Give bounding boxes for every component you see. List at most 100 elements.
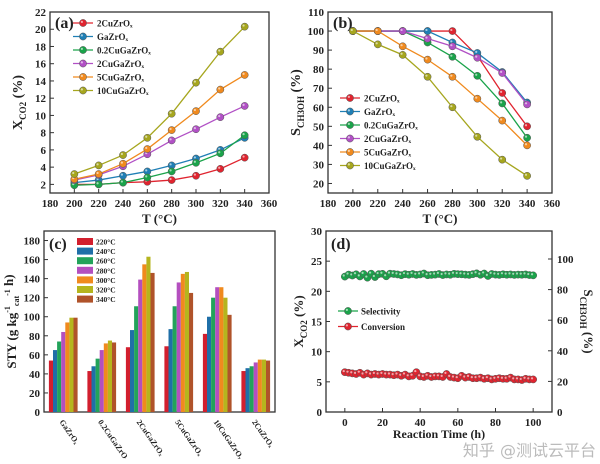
data-point-highlight [400,52,403,55]
y-axis-label-right: SCH3OH (%) [578,289,596,353]
bar [180,273,185,412]
bar [215,287,220,412]
label-sub: CO2 [18,101,28,120]
bar [184,271,189,412]
data-point-highlight [450,28,453,32]
data-point [448,103,457,112]
y-tick-label: 10 [35,110,47,122]
legend-label: 2CuGaZrOₓ [97,59,145,69]
series-5 [74,26,246,175]
data-point-highlight [357,370,360,373]
data-point-highlight [466,272,470,275]
label-suffix: (%) [289,69,304,96]
data-point-highlight [425,57,428,60]
data-point-highlight [169,169,172,172]
legend-label: 5CuGaZrOₓ [364,148,412,158]
y-tick-label: 0 [35,407,41,419]
bar [53,350,58,412]
data-point [523,122,531,131]
data-point-highlight [504,272,507,275]
label-sub: CH3OH [296,96,306,128]
bar [91,366,96,412]
y-tick-label: 10 [311,347,323,359]
data-point-highlight [400,28,403,32]
data-point-highlight [500,101,503,104]
data-point-highlight [425,273,428,276]
bar [65,322,70,412]
data-point-highlight [450,40,453,43]
legend-swatch [77,286,93,293]
data-point-highlight [519,272,522,275]
y-tick-label: 120 [24,293,41,305]
data-point-highlight [475,55,478,58]
data-point-highlight [218,147,221,150]
legend-marker-highlight [80,61,83,64]
data-point-highlight [400,44,403,47]
legend-marker [79,73,87,81]
legend-item: 240°C [77,247,116,256]
x-tick-label: 340 [236,198,253,210]
x-tick-label: 240 [115,198,132,210]
legend-marker [346,107,354,116]
legend-item: 280°C [77,266,116,275]
data-point [473,132,482,141]
data-point [216,85,225,94]
data-point [473,94,482,103]
y-tick-label: 14 [35,76,47,88]
data-point-highlight [459,373,462,376]
data-point [398,42,407,51]
y-axis-label-left: XCO2 (%) [291,295,309,347]
legend-marker [344,322,352,331]
legend-marker [79,59,87,68]
data-point [398,51,407,59]
legend-marker-highlight [80,88,83,91]
data-point-highlight [402,271,406,275]
data-point-highlight [384,372,387,375]
bar [99,350,104,412]
x-tick-label: 5CuGaZrOₓ [173,418,205,458]
data-point-highlight [193,160,196,163]
data-point [529,375,538,384]
x-tick-label: 280 [163,198,180,210]
data-point-highlight [218,151,221,154]
bar [202,333,207,412]
data-point-highlight [429,374,432,378]
bar [130,330,135,412]
bar [138,279,143,412]
legend-item: 320°C [77,286,116,295]
legend-label: 240°C [96,247,116,256]
data-point-highlight [436,374,439,377]
data-point-highlight [380,371,383,374]
bar [223,297,228,412]
data-point-highlight [475,73,478,76]
data-point [216,47,225,56]
data-point-highlight [399,373,402,376]
data-point-highlight [474,376,477,379]
legend-item: 300°C [77,276,116,285]
y-tick-label: 80 [557,285,569,297]
data-point [192,107,200,115]
data-point [498,69,507,77]
y-tick-label: 20 [313,178,325,190]
bar [168,329,173,412]
legend-label: 2CuZrOₓ [97,19,133,29]
data-point [423,34,432,43]
y-tick-label: 8 [41,128,47,140]
data-point-highlight [482,271,485,274]
y-tick-label: 0 [317,407,323,419]
svg-text:STY (g kg-1cat-1 h): STY (g kg-1cat-1 h) [1,274,21,368]
data-point-highlight [436,271,439,274]
data-point [523,141,531,150]
label-suffix: (%) [581,329,596,354]
data-point-highlight [96,171,99,175]
data-point-highlight [508,272,511,275]
bar [266,360,271,412]
legend-marker [346,161,354,170]
data-point [498,99,507,108]
data-point-highlight [500,70,503,73]
bar [87,371,92,412]
bar [69,317,74,412]
legend-label: 300°C [96,276,116,285]
legend-marker-highlight [80,74,83,77]
legend-label: GaZrOₓ [97,32,128,42]
